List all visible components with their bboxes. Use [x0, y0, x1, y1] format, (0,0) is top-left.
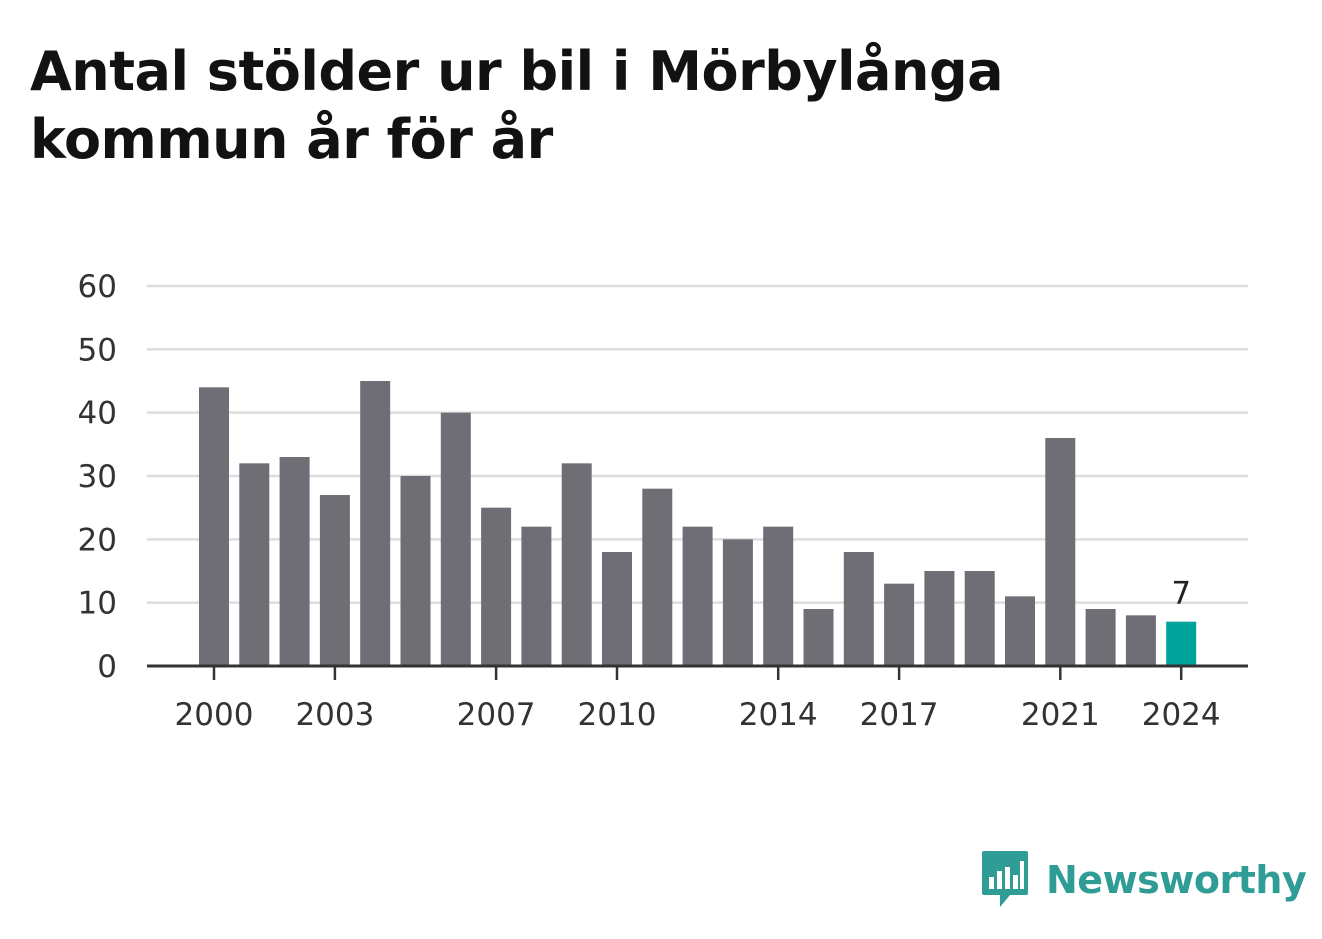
- brand-name: Newsworthy: [1046, 858, 1307, 902]
- x-tick-label-2010: 2010: [578, 697, 657, 733]
- bar-2000: [199, 387, 229, 666]
- bar-2015: [803, 609, 834, 666]
- bars: [199, 381, 1197, 666]
- y-tick-label-30: 30: [78, 459, 117, 495]
- x-axis: [147, 664, 1248, 680]
- bar-2005: [400, 476, 431, 666]
- bar-2009: [561, 463, 592, 666]
- bar-2019: [964, 571, 995, 666]
- bar-2020: [1005, 596, 1035, 666]
- x-tick-label-2024: 2024: [1142, 697, 1221, 733]
- bar-2016: [843, 552, 874, 666]
- y-tick-label-0: 0: [97, 649, 117, 685]
- bar-2001: [239, 463, 270, 666]
- bar-2021: [1045, 438, 1076, 666]
- x-tick-label-2021: 2021: [1021, 697, 1100, 733]
- bar-2024: [1166, 621, 1197, 666]
- bar-2003: [319, 495, 350, 666]
- data-label-2024: 7: [1171, 576, 1191, 612]
- brand-logo: Newsworthy: [980, 848, 1307, 912]
- bar-2006: [440, 412, 471, 666]
- bar-2012: [682, 526, 713, 666]
- x-axis-tick-labels: 2000 2003 2007 2010 2014 2017 2021 2024: [175, 697, 1221, 733]
- data-labels: 7: [1171, 576, 1191, 612]
- y-tick-label-20: 20: [78, 522, 117, 558]
- x-tick-label-2017: 2017: [860, 697, 939, 733]
- chart-title: Antal stölder ur bil i Mörbylånga kommun…: [30, 40, 1004, 171]
- bar-2014: [763, 526, 794, 666]
- bar-2007: [481, 507, 512, 666]
- y-tick-label-60: 60: [78, 269, 117, 305]
- y-tick-label-50: 50: [78, 332, 117, 368]
- bar-2011: [642, 488, 673, 666]
- bar-2004: [360, 381, 391, 666]
- x-tick-label-2000: 2000: [175, 697, 254, 733]
- x-tick-label-2003: 2003: [295, 697, 374, 733]
- bar-2018: [924, 571, 955, 666]
- bar-2010: [602, 552, 632, 666]
- bar-2002: [279, 457, 310, 666]
- bar-2022: [1085, 609, 1116, 666]
- newsworthy-bar-chart-bubble-icon: [982, 851, 1028, 907]
- bar-2017: [884, 583, 915, 666]
- bar-2023: [1125, 615, 1156, 666]
- x-tick-label-2014: 2014: [739, 697, 818, 733]
- y-tick-label-40: 40: [78, 396, 117, 432]
- bar-2013: [722, 539, 753, 666]
- x-tick-label-2007: 2007: [457, 697, 536, 733]
- bar-2008: [521, 526, 552, 666]
- y-tick-label-10: 10: [78, 586, 117, 622]
- y-axis-tick-labels: 0 10 20 30 40 50 60: [78, 269, 117, 685]
